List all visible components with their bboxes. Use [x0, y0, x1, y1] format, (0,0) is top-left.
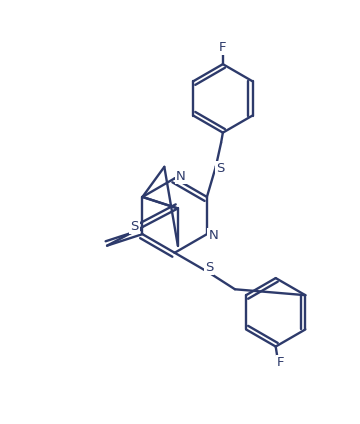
Text: S: S [205, 261, 213, 274]
Text: N: N [176, 170, 186, 183]
Text: N: N [208, 229, 218, 243]
Text: S: S [216, 162, 224, 175]
Text: S: S [130, 220, 139, 233]
Text: F: F [219, 42, 226, 54]
Text: F: F [276, 356, 284, 369]
